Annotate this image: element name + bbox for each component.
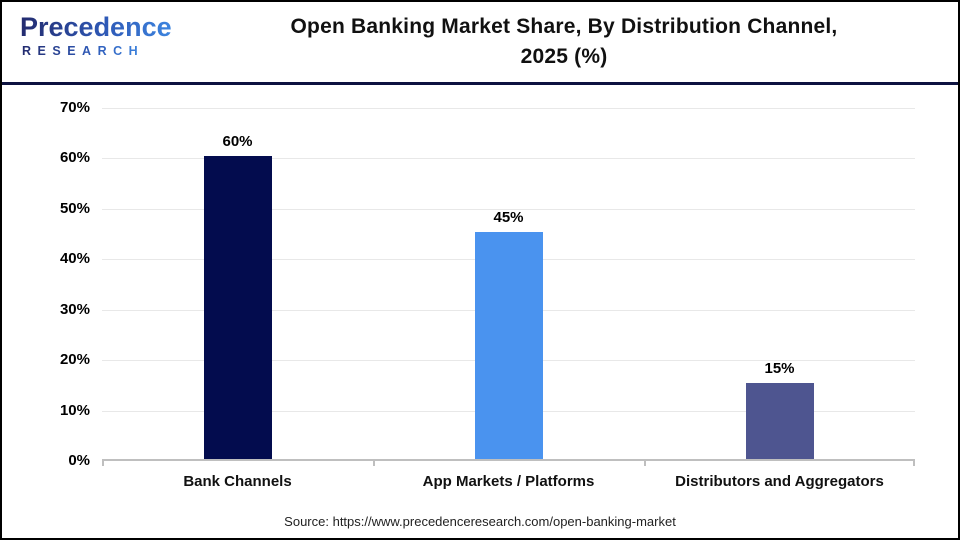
- x-axis-labels: Bank Channels App Markets / Platforms Dist…: [102, 473, 915, 490]
- x-tick-label-distributors-and-aggregators: Distributors and Aggregators: [675, 473, 884, 490]
- y-tick-label-60: 60%: [59, 149, 90, 167]
- gridline-60: [102, 158, 915, 160]
- bar-distributors-and-aggregators: [745, 383, 814, 459]
- y-tick-label-20: 20%: [59, 351, 90, 369]
- header: Precedence RESEARCH Open Banking Market …: [2, 2, 958, 85]
- x-tick-label-app-markets-platforms: App Markets / Platforms: [422, 473, 595, 490]
- x-tick-label-bank-channels: Bank Channels: [183, 473, 292, 490]
- bar-chart: 60% 45% 15% 0% 10% 20% 30% 40% 50% 60% 70% Bank C…: [2, 88, 958, 508]
- x-axis-tick: [102, 461, 104, 466]
- y-tick-label-10: 10%: [59, 401, 90, 419]
- precedence-research-logo: Precedence RESEARCH: [20, 14, 195, 59]
- gridline-70: [102, 108, 915, 109]
- logo-brand-name: Precedence: [20, 12, 172, 42]
- chart-title-line1: Open Banking Market Share, By Distributi…: [290, 15, 838, 38]
- y-tick-label-40: 40%: [59, 250, 90, 268]
- chart-title-line2: 2025 (%): [520, 45, 608, 68]
- x-axis-tick: [373, 461, 375, 466]
- plot-area: 60% 45% 15%: [102, 108, 915, 466]
- bar-value-label: 45%: [493, 209, 524, 227]
- y-tick-label-70: 70%: [59, 99, 90, 116]
- chart-title: Open Banking Market Share, By Distributi…: [182, 12, 946, 72]
- logo-brand-subtitle: RESEARCH: [22, 44, 145, 58]
- bar-value-label: 15%: [764, 360, 795, 378]
- y-tick-label-50: 50%: [59, 199, 90, 217]
- y-tick-label-0: 0%: [68, 452, 90, 469]
- source-note: Source: https://www.precedenceresearch.c…: [284, 514, 676, 529]
- bar-app-markets-platforms: [474, 232, 543, 459]
- gridline-50: [102, 208, 915, 210]
- x-axis-tick: [913, 461, 915, 466]
- bar-bank-channels: [203, 156, 272, 459]
- bar-value-label: 60%: [222, 133, 253, 151]
- y-tick-label-30: 30%: [59, 300, 90, 318]
- x-axis-tick: [644, 461, 646, 466]
